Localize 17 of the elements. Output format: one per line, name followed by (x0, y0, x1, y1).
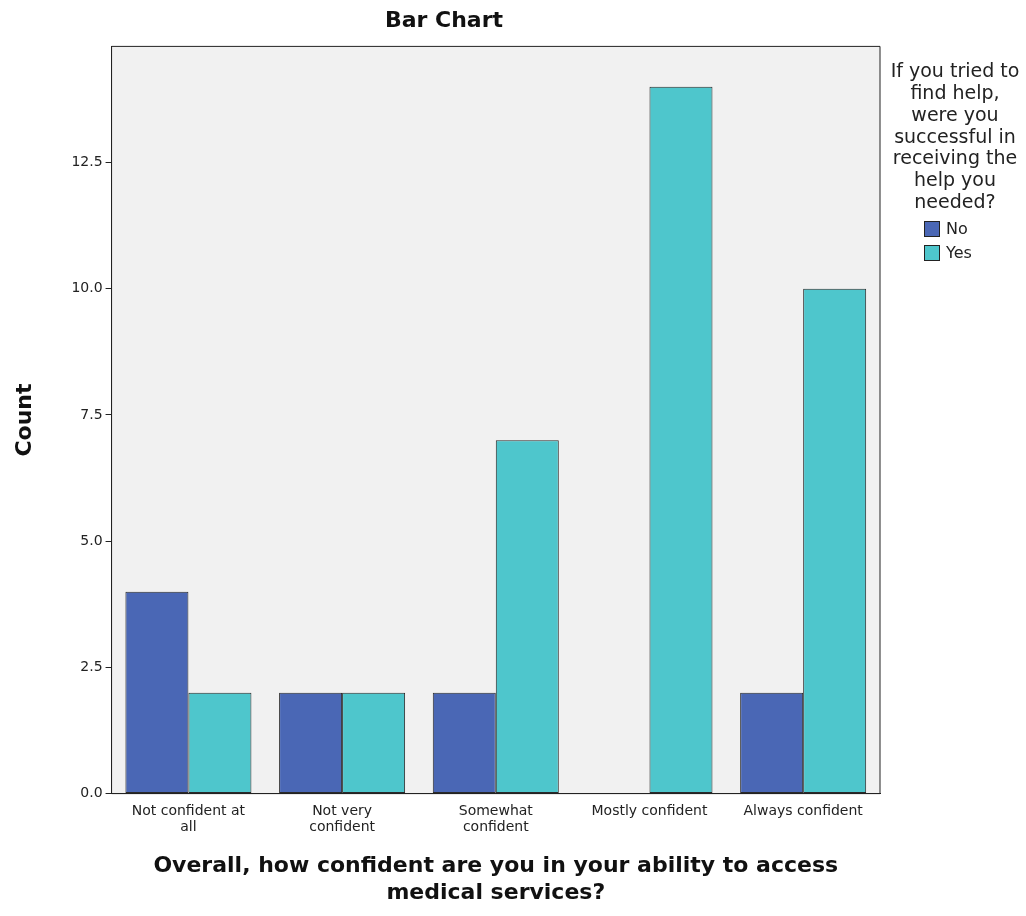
legend-label: No (946, 219, 968, 239)
x-axis-title: Overall, how confident are you in your ability to access medical services? (153, 852, 839, 904)
x-tick-label: Not very confident (309, 801, 376, 835)
legend-label: Yes (946, 243, 972, 263)
y-tick-label: 0.0 (80, 784, 103, 801)
x-tick-label: Somewhat confident (458, 801, 534, 835)
y-tick-label: 2.5 (80, 658, 103, 675)
y-tick-label: 12.5 (71, 153, 103, 170)
legend-title: If you tried to find help, were you successful in receiving the help you needed? (889, 59, 1021, 213)
y-tick-label: 5.0 (80, 531, 103, 548)
x-tick-label: Always confident (743, 801, 864, 818)
y-tick-label: 7.5 (80, 405, 103, 422)
y-axis-title: Count (10, 382, 36, 457)
y-tick-label: 10.0 (71, 279, 103, 296)
chart-title: Bar Chart (384, 6, 504, 32)
x-tick-label: Mostly confident (591, 801, 708, 818)
x-tick-label: Not confident at all (131, 801, 246, 835)
